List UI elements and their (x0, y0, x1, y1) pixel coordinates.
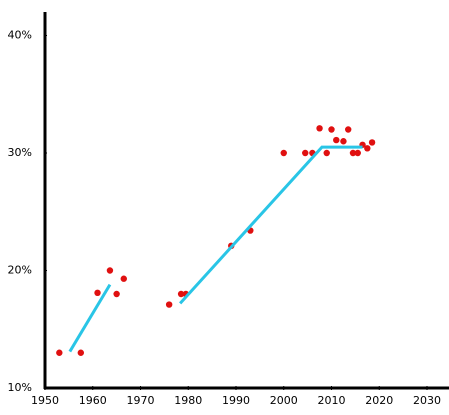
data-point (345, 126, 352, 133)
x-tick-label: 2010 (318, 394, 346, 407)
data-point (94, 289, 101, 297)
x-tick-label: 1950 (31, 394, 59, 407)
data-point (364, 145, 371, 152)
data-point (113, 290, 120, 298)
data-point (280, 149, 287, 157)
x-tick-label: 2020 (365, 394, 393, 407)
data-point (340, 138, 347, 145)
data-point (323, 149, 330, 157)
data-point (177, 290, 185, 298)
x-tick-label: 2000 (270, 394, 298, 407)
data-point (120, 275, 127, 282)
data-point (333, 136, 340, 144)
y-tick-label: 10% (8, 381, 32, 394)
data-point (165, 301, 173, 308)
data-point (77, 349, 85, 356)
y-tick-label: 40% (8, 29, 32, 42)
data-point (302, 149, 309, 157)
data-point (349, 149, 357, 157)
trend-line (179, 145, 363, 305)
data-point (328, 126, 335, 133)
data-point (106, 267, 114, 274)
x-tick-label: 1970 (127, 394, 155, 407)
x-tick-label: 1990 (222, 394, 250, 407)
data-point (316, 125, 323, 132)
data-point (368, 139, 376, 146)
x-tick-label: 1960 (79, 394, 107, 407)
y-tick-label: 20% (8, 264, 32, 277)
data-point (56, 349, 63, 356)
x-tick-label: 1980 (174, 394, 202, 407)
y-tick-label: 30% (8, 146, 32, 159)
trend-line (68, 283, 112, 353)
data-point (354, 149, 361, 157)
x-tick-label: 2030 (413, 394, 441, 407)
